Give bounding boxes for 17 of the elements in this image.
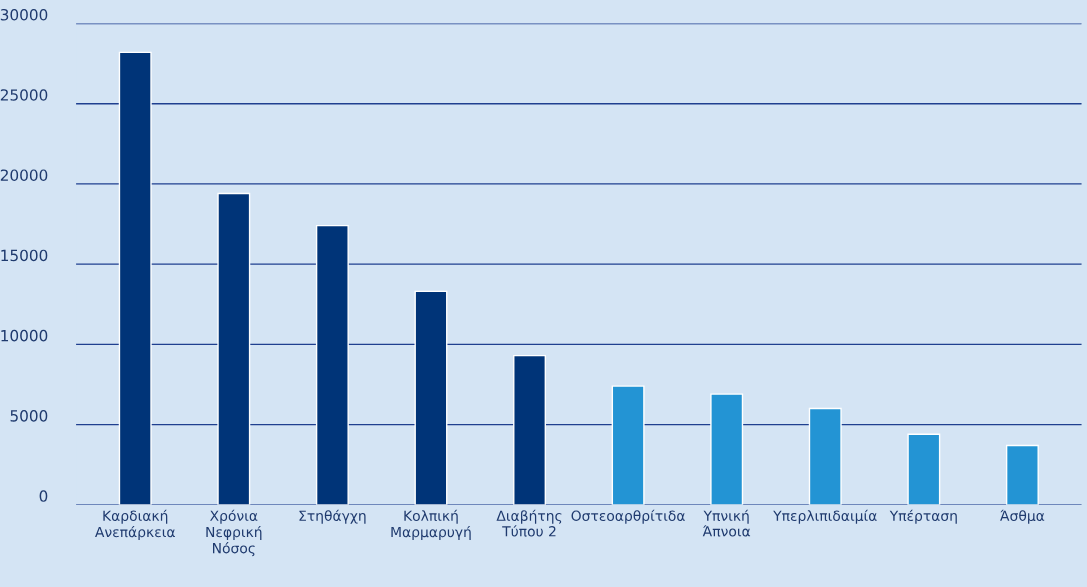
y-tick-label: 5000 <box>10 410 48 422</box>
y-tick-label: 25000 <box>0 89 48 101</box>
x-tick-label: Διαβήτης Τύπου 2 <box>496 509 562 537</box>
y-tick-label: 15000 <box>1 249 48 262</box>
x-tick-label: Υπερλιπιδαιμία <box>773 509 877 524</box>
x-tick-label: Υπέρταση <box>889 509 957 524</box>
y-tick-label: 20000 <box>0 169 48 181</box>
y-tick-label: 30000 <box>0 8 48 21</box>
x-tick-label: Οστεοαρθρίτιδα <box>571 509 685 524</box>
x-tick-label: Χρόνια Νεφρική Νόσος <box>206 509 262 557</box>
y-tick-label: 10000 <box>1 329 48 342</box>
x-tick-label: Καρδιακή Ανεπάρκεια <box>95 509 175 540</box>
x-tick-label: Στηθάγχη <box>299 509 366 524</box>
y-tick-label: 0 <box>39 490 48 502</box>
x-tick-label: Υπνική Άπνοια <box>702 509 751 537</box>
x-tick-label: Κολπική Μαρμαρυγή <box>391 509 471 540</box>
x-tick-label: Άσθμα <box>1000 509 1045 524</box>
